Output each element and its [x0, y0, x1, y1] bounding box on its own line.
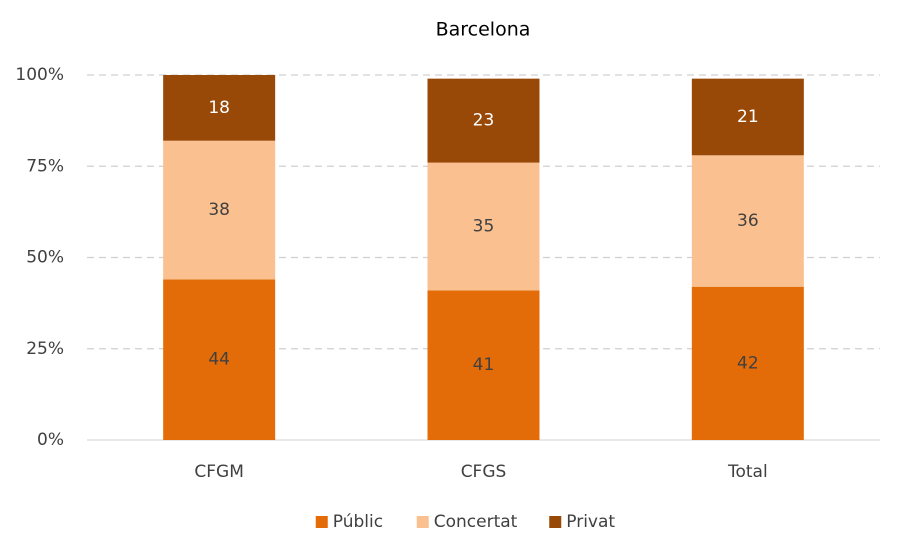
y-tick-label: 100%	[15, 65, 64, 85]
x-tick-label: CFGS	[461, 462, 507, 482]
bar-segment	[691, 155, 804, 287]
bar-segment	[163, 279, 276, 440]
x-tick-label: CFGM	[194, 462, 244, 482]
y-tick-label: 25%	[26, 339, 64, 359]
data-label: 36	[737, 211, 759, 231]
y-tick-label: 0%	[37, 430, 64, 450]
y-tick-label: 50%	[26, 248, 64, 268]
legend-label: Privat	[566, 512, 615, 532]
data-label: 41	[473, 355, 495, 375]
legend-swatch	[549, 516, 562, 528]
data-label: 21	[737, 107, 759, 127]
legend-swatch	[416, 516, 429, 528]
legend-label: Concertat	[434, 512, 518, 532]
y-tick-label: 75%	[26, 156, 64, 176]
bar-segment	[427, 78, 540, 163]
data-label: 44	[208, 350, 230, 370]
bar-segment	[163, 75, 276, 141]
bar-segment	[427, 290, 540, 440]
legend-swatch	[315, 516, 328, 528]
data-label: 35	[473, 216, 495, 236]
bar-segment	[691, 78, 804, 156]
bar-segment	[427, 162, 540, 291]
data-label: 38	[208, 200, 230, 220]
chart-title: Barcelona	[436, 19, 531, 41]
data-label: 23	[473, 111, 495, 131]
data-label: 18	[208, 98, 230, 118]
bar-segment	[691, 286, 804, 440]
x-tick-label: Total	[727, 462, 768, 482]
bar-segment	[163, 140, 276, 280]
legend-label: Públic	[333, 512, 383, 532]
data-label: 42	[737, 353, 759, 373]
